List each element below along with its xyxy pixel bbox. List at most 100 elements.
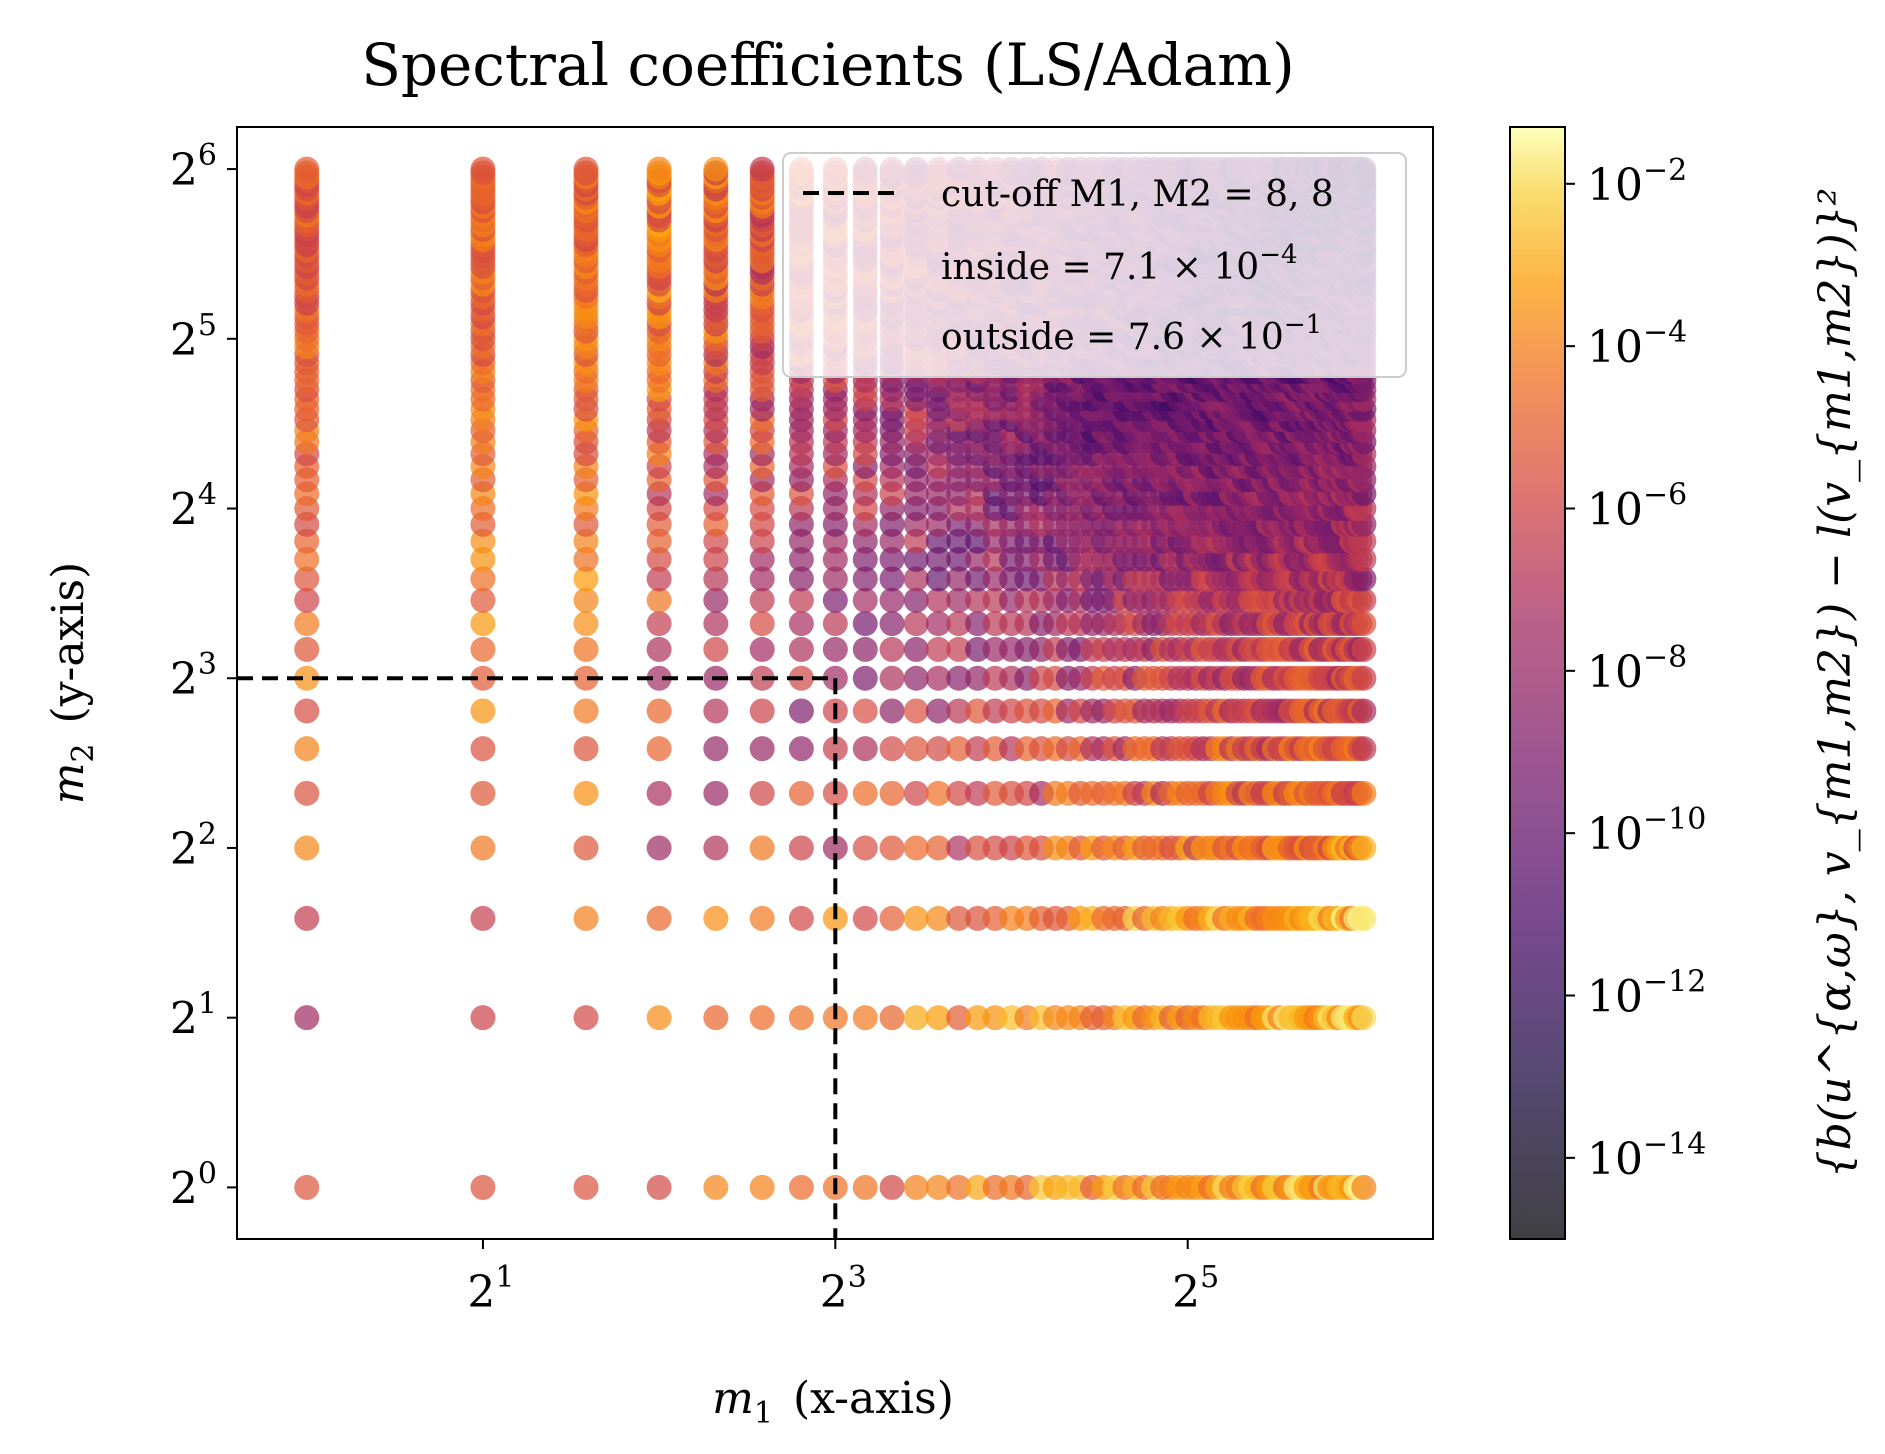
colorbar-tick-label: 10−12 [1587, 964, 1706, 1022]
scatter-point [294, 698, 320, 724]
scatter-point [965, 905, 991, 931]
scatter-point [852, 611, 878, 637]
scatter-point [703, 156, 729, 182]
scatter-point [946, 736, 972, 762]
scatter-point [925, 566, 951, 592]
scatter-point [879, 905, 905, 931]
scatter-point [903, 636, 929, 662]
scatter-point [646, 835, 672, 861]
scatter-point [1351, 780, 1377, 806]
scatter-point [646, 905, 672, 931]
scatter-point [294, 1174, 320, 1200]
scatter-point [852, 835, 878, 861]
scatter-point [965, 636, 991, 662]
scatter-point [925, 905, 951, 931]
scatter-point [646, 1005, 672, 1031]
scatter-point [852, 1174, 878, 1200]
scatter-point [573, 835, 599, 861]
scatter-point [749, 698, 775, 724]
scatter-point [646, 546, 672, 572]
scatter-point [925, 1005, 951, 1031]
scatter-point [852, 1005, 878, 1031]
scatter-point [703, 736, 729, 762]
scatter-point [946, 1005, 972, 1031]
scatter-point [470, 835, 496, 861]
scatter-point [470, 780, 496, 806]
colorbar-ticks: 10−2 10−4 10−6 10−8 10−10 10−12 10−14 [1565, 153, 1706, 1185]
scatter-point [646, 736, 672, 762]
scatter-point [1351, 665, 1377, 691]
legend-box [782, 152, 1407, 378]
scatter-point [903, 698, 929, 724]
scatter-point [879, 736, 905, 762]
scatter-point [646, 698, 672, 724]
scatter-point [903, 1005, 929, 1031]
scatter-point [965, 698, 991, 724]
scatter-point [788, 835, 814, 861]
scatter-point [703, 566, 729, 592]
scatter-point [965, 665, 991, 691]
scatter-point [294, 780, 320, 806]
scatter-point [749, 780, 775, 806]
scatter-point [852, 546, 878, 572]
scatter-point [703, 587, 729, 613]
scatter-point [852, 587, 878, 613]
scatter-point [925, 587, 951, 613]
x-tick-label: 21 [467, 1260, 514, 1318]
chart-title: Spectral coefficients (LS/Adam) [361, 31, 1295, 99]
scatter-point [573, 1005, 599, 1031]
x-tick-label: 25 [1172, 1260, 1219, 1318]
scatter-point [925, 636, 951, 662]
scatter-point [965, 1174, 991, 1200]
scatter-point [788, 780, 814, 806]
legend: cut-off M1, M2 = 8, 8 inside = 7.1 × 10−… [782, 152, 1407, 378]
scatter-point [703, 1005, 729, 1031]
scatter-point [946, 587, 972, 613]
colorbar-tick-label: 10−2 [1587, 153, 1687, 211]
scatter-point [646, 1174, 672, 1200]
colorbar-frame [1509, 126, 1566, 1240]
scatter-point [852, 636, 878, 662]
scatter-point [879, 1174, 905, 1200]
scatter-point [788, 1005, 814, 1031]
scatter-point [703, 611, 729, 637]
scatter-point [946, 1174, 972, 1200]
scatter-point [852, 566, 878, 592]
scatter-point [573, 780, 599, 806]
colorbar-tick-label: 10−4 [1587, 315, 1687, 373]
scatter-point [946, 611, 972, 637]
scatter-point [946, 835, 972, 861]
scatter-point [646, 566, 672, 592]
scatter-point [573, 611, 599, 637]
scatter-point [470, 1005, 496, 1031]
scatter-point [294, 1005, 320, 1031]
x-tick-label: 23 [820, 1260, 867, 1318]
scatter-point [1351, 835, 1377, 861]
scatter-point [749, 156, 775, 182]
scatter-point [925, 611, 951, 637]
scatter-point [788, 736, 814, 762]
scatter-point [879, 835, 905, 861]
scatter-point [1351, 905, 1377, 931]
scatter-point [852, 698, 878, 724]
y-tick-label: 25 [170, 308, 217, 366]
scatter-point [903, 905, 929, 931]
scatter-point [965, 835, 991, 861]
colorbar-tick-label: 10−6 [1587, 477, 1687, 535]
scatter-point [294, 587, 320, 613]
scatter-point [879, 611, 905, 637]
scatter-point [946, 566, 972, 592]
scatter-point [749, 835, 775, 861]
scatter-point [703, 1174, 729, 1200]
scatter-point [788, 905, 814, 931]
scatter-point [946, 636, 972, 662]
scatter-point [903, 566, 929, 592]
scatter-point [470, 905, 496, 931]
scatter-point [646, 780, 672, 806]
cutoff-lines [237, 676, 838, 1239]
colorbar-gradient [1510, 127, 1565, 1239]
scatter-point [1351, 611, 1377, 637]
scatter-point [749, 587, 775, 613]
legend-outside-label: outside = 7.6 × 10−1 [941, 310, 1322, 358]
